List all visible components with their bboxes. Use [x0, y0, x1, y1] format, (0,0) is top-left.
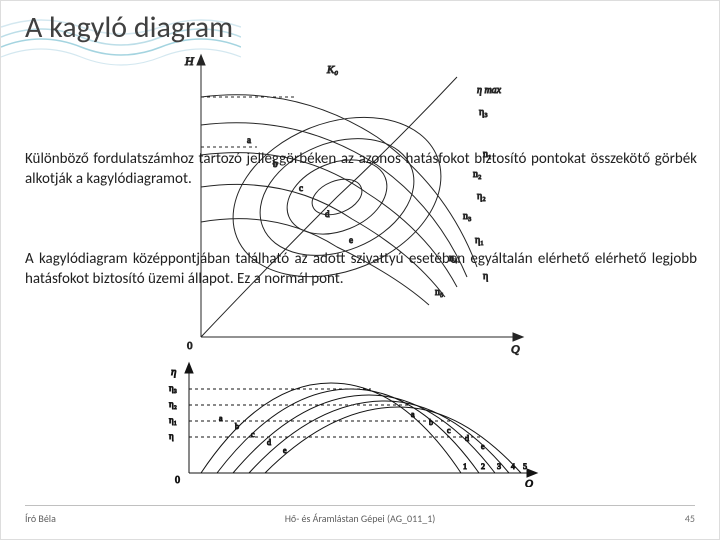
- footer-course: Hő- és Áramlástan Gépei (AG_011_1): [285, 512, 436, 525]
- svg-text:Q: Q: [511, 342, 520, 356]
- svg-text:3: 3: [497, 462, 501, 471]
- svg-text:η: η: [169, 431, 174, 441]
- paragraph-2: A kagylódiagram középpontjában található…: [25, 249, 697, 290]
- efficiency-diagram-bottom: η Q 0 η₃ η₂ η₁ η a b c d e a b c d e 1 2…: [161, 361, 541, 487]
- svg-text:Q: Q: [525, 478, 533, 487]
- svg-text:a: a: [219, 414, 223, 423]
- svg-text:K₀: K₀: [326, 64, 338, 76]
- svg-text:e: e: [349, 235, 353, 245]
- paragraph-1: Különböző fordulatszámhoz tartozó jelleg…: [25, 149, 697, 190]
- svg-text:b: b: [235, 422, 239, 431]
- svg-text:4: 4: [511, 462, 515, 471]
- footer: Író Béla Hő- és Áramlástan Gépei (AG_011…: [25, 505, 695, 525]
- footer-author: Író Béla: [25, 512, 56, 525]
- svg-text:η max: η max: [477, 85, 502, 96]
- svg-text:1: 1: [463, 462, 467, 471]
- svg-text:η₃: η₃: [169, 383, 177, 393]
- svg-text:d: d: [267, 438, 271, 447]
- svg-text:η₁: η₁: [475, 235, 484, 246]
- svg-text:η: η: [171, 366, 176, 378]
- shell-diagram-top: H Q 0 K₀ η max η₃ η₂ η₁ η n₁ n₂ n₃ n₄ n₅…: [177, 47, 527, 357]
- svg-text:η₁: η₁: [169, 415, 177, 425]
- svg-text:η₂: η₂: [477, 191, 486, 202]
- svg-text:c: c: [251, 430, 255, 439]
- svg-text:d: d: [325, 209, 330, 219]
- svg-text:0: 0: [187, 340, 193, 352]
- svg-text:b: b: [429, 418, 433, 427]
- svg-text:η₂: η₂: [169, 399, 177, 409]
- svg-text:c: c: [447, 426, 451, 435]
- slide-title: A kagyló diagram: [25, 9, 233, 46]
- svg-text:a: a: [411, 410, 415, 419]
- svg-text:n₃: n₃: [463, 211, 472, 222]
- svg-text:d: d: [465, 434, 469, 443]
- svg-text:5: 5: [523, 462, 527, 471]
- svg-text:η₃: η₃: [479, 107, 488, 118]
- svg-text:0: 0: [175, 475, 180, 486]
- svg-text:e: e: [481, 442, 485, 451]
- svg-text:2: 2: [481, 462, 485, 471]
- footer-page-number: 45: [685, 512, 695, 525]
- svg-text:a: a: [247, 135, 251, 145]
- svg-text:e: e: [283, 446, 287, 455]
